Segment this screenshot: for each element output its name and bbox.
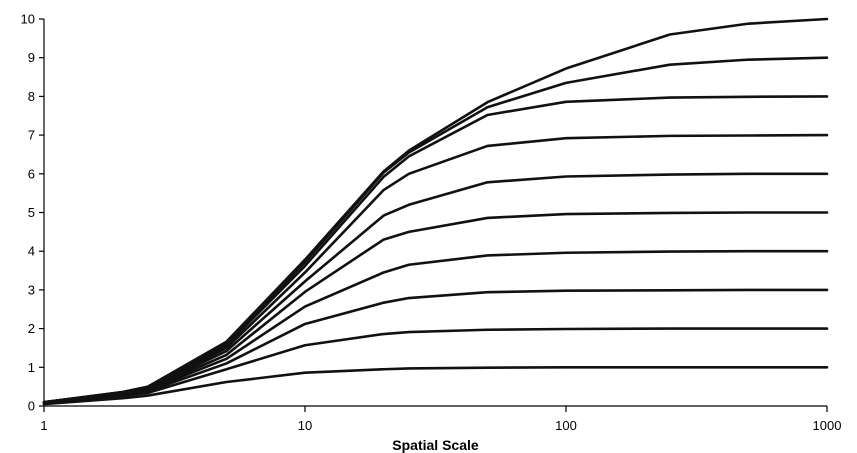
x-tick-label: 1000: [813, 418, 842, 433]
x-tick-label: 1: [40, 418, 47, 433]
series-line-2: [42, 327, 829, 405]
y-tick-label: 9: [28, 50, 35, 65]
x-axis-ticks: 1 10 100 1000: [40, 406, 841, 433]
y-tick-label: 6: [28, 166, 35, 181]
y-tick-label: 10: [21, 12, 35, 27]
series-lines: [42, 17, 829, 406]
y-axis-ticks: 0 1 2 3 4 5 6 7 8 9 10: [21, 12, 44, 414]
x-axis-title: Spatial Scale: [392, 437, 479, 453]
y-tick-label: 8: [28, 89, 35, 104]
series-line-9: [42, 56, 829, 404]
y-tick-label: 1: [28, 360, 35, 375]
y-tick-label: 2: [28, 321, 35, 336]
y-tick-label: 5: [28, 205, 35, 220]
series-line-1: [42, 365, 829, 406]
series-line-10: [42, 17, 829, 404]
x-tick-label: 10: [298, 418, 312, 433]
y-tick-label: 7: [28, 128, 35, 143]
y-tick-label: 4: [28, 244, 35, 259]
series-line-3: [42, 288, 829, 405]
series-line-5: [42, 211, 829, 405]
series-line-8: [42, 95, 829, 404]
x-tick-label: 100: [555, 418, 577, 433]
y-tick-label: 0: [28, 399, 35, 414]
y-tick-label: 3: [28, 282, 35, 297]
